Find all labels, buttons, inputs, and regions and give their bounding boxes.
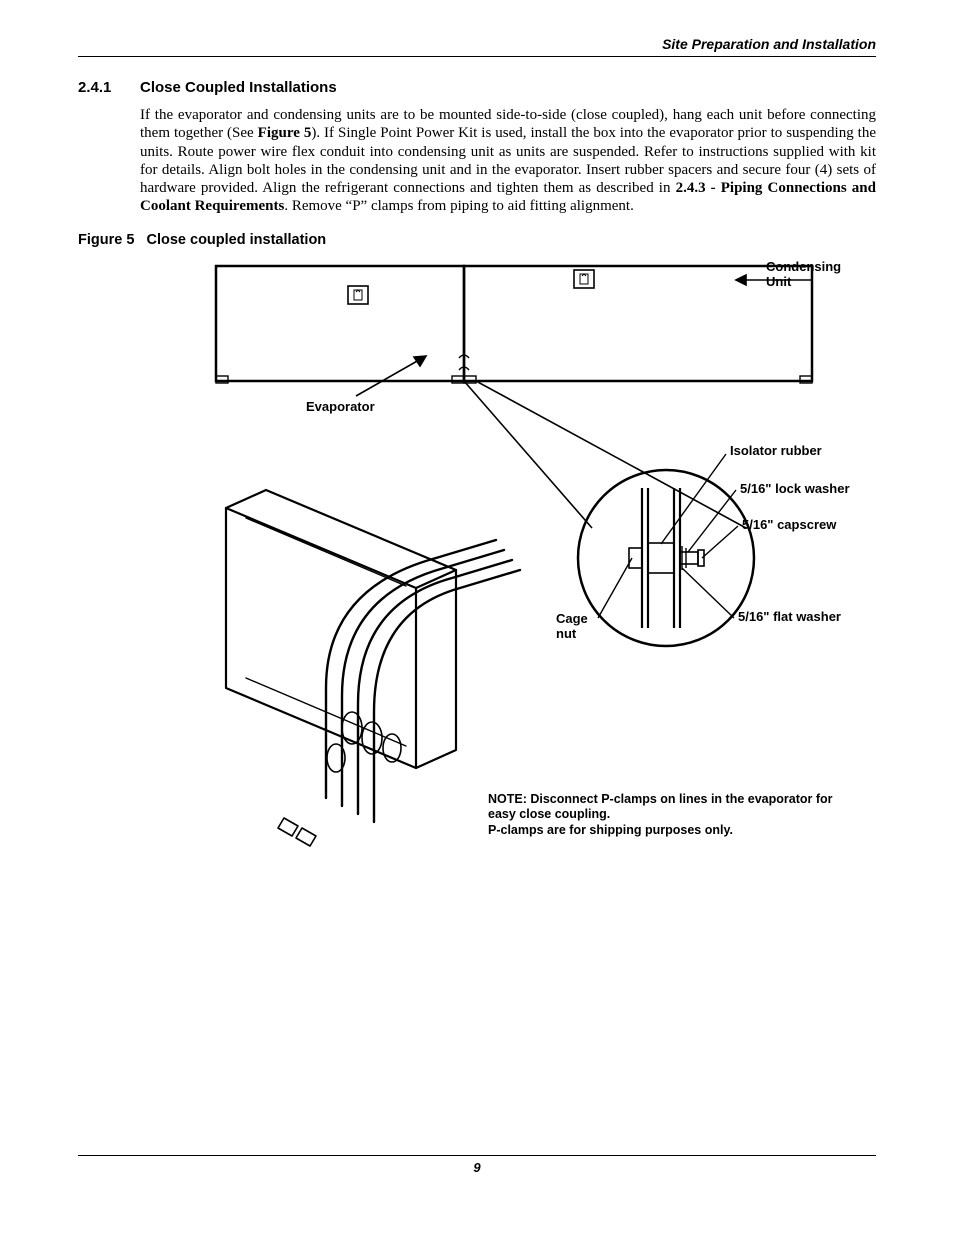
callout-flat-washer: 5/16" flat washer: [738, 610, 841, 625]
figure-caption: Figure 5 Close coupled installation: [78, 232, 876, 248]
header-right-text: Site Preparation and Installation: [662, 36, 876, 52]
callout-capscrew: 5/16" capscrew: [742, 518, 836, 533]
document-page: Site Preparation and Installation 2.4.1 …: [0, 0, 954, 1235]
callout-isolator-rubber: Isolator rubber: [730, 444, 822, 459]
figure-5-diagram: CondensingUnit Evaporator Isolator rubbe…: [206, 258, 866, 878]
callout-lock-washer: 5/16" lock washer: [740, 482, 850, 497]
detail-leaders: [598, 454, 738, 618]
page-header: Site Preparation and Installation: [78, 36, 876, 57]
callout-condensing-unit: CondensingUnit: [766, 260, 841, 290]
figure-label: Figure 5: [78, 232, 134, 248]
figure-ref: Figure 5: [258, 125, 312, 141]
callout-cage-nut: Cagenut: [556, 612, 588, 642]
diagram-svg: [206, 258, 866, 878]
section-number: 2.4.1: [78, 79, 140, 96]
note-line2: P-clamps are for shipping purposes only.: [488, 823, 733, 837]
callout-evaporator: Evaporator: [306, 400, 375, 415]
body-post: . Remove “P” clamps from piping to aid f…: [284, 198, 634, 214]
top-arrows: [356, 275, 811, 396]
iso-piping: [226, 490, 520, 846]
callout-fan-lines: [464, 381, 746, 528]
top-units: [216, 266, 812, 383]
section-title: Close Coupled Installations: [140, 79, 337, 96]
page-footer: 9: [78, 1155, 876, 1175]
note-line1: NOTE: Disconnect P-clamps on lines in th…: [488, 792, 833, 822]
detail-circle: [578, 470, 754, 646]
figure-title: Close coupled installation: [147, 232, 327, 248]
figure-note: NOTE: Disconnect P-clamps on lines in th…: [488, 792, 848, 839]
page-number: 9: [473, 1160, 480, 1175]
section-body: If the evaporator and condensing units a…: [140, 106, 876, 216]
section-heading-row: 2.4.1 Close Coupled Installations: [78, 79, 876, 96]
